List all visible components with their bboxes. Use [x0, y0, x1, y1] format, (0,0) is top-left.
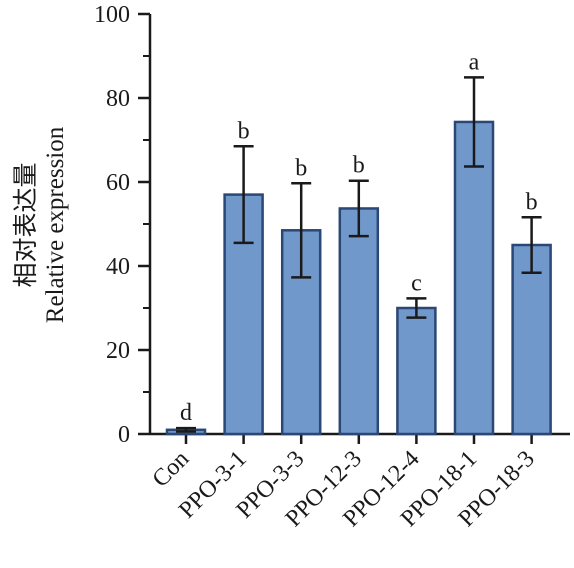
- bar-ppo-12-4: [396, 306, 437, 436]
- significance-letter: a: [469, 49, 480, 75]
- x-tick-label: Con: [148, 446, 195, 493]
- error-bars: [176, 76, 542, 433]
- y-tick-label: 100: [94, 2, 130, 28]
- y-axis-title-chinese: 相对表达量: [12, 162, 40, 287]
- significance-letter: b: [295, 155, 307, 181]
- bar-ppo-18-1: [453, 120, 495, 436]
- significance-letter: d: [180, 400, 192, 426]
- significance-labels: d b b b c a b: [180, 49, 538, 426]
- y-axis-title: Relative expression: [42, 126, 69, 323]
- significance-letter: c: [411, 270, 422, 296]
- bar-ppo-12-3: [338, 207, 380, 436]
- bar-ppo-18-3: [511, 243, 552, 436]
- axes: [138, 12, 570, 444]
- y-tick-label: 20: [106, 338, 130, 364]
- significance-letter: b: [238, 118, 250, 144]
- x-tick-labels: ConPPO-3-1PPO-3-3PPO-12-3PPO-12-4PPO-18-…: [148, 446, 540, 532]
- y-tick-labels: 0 20 40 60 80 100: [94, 2, 130, 448]
- y-tick-label: 60: [106, 170, 130, 196]
- significance-letter: b: [526, 189, 538, 215]
- significance-letter: b: [353, 153, 365, 179]
- y-tick-label: 40: [106, 254, 130, 280]
- y-tick-label: 80: [106, 86, 130, 112]
- y-tick-label: 0: [118, 422, 130, 448]
